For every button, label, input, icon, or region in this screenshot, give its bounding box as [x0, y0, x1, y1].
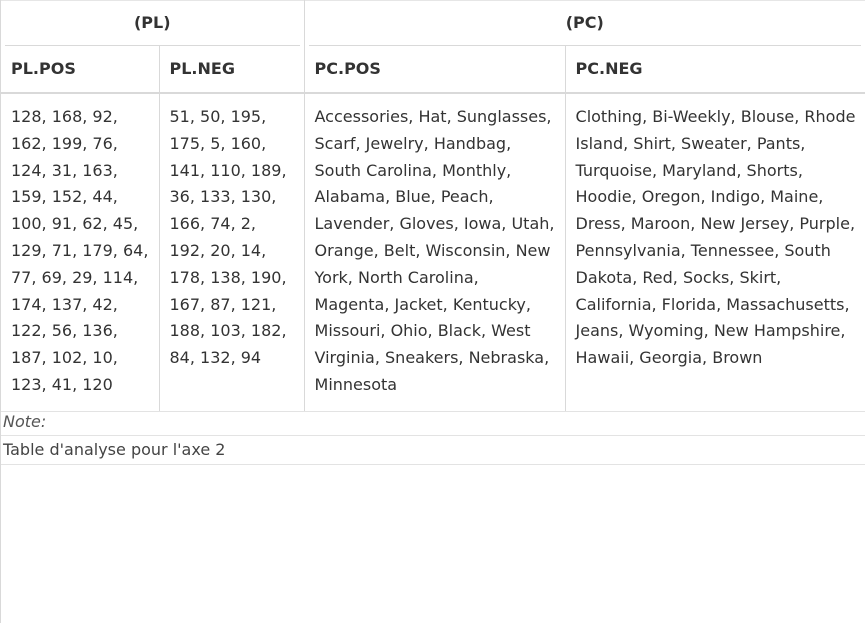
- table-row: 128, 168, 92, 162, 199, 76, 124, 31, 163…: [1, 93, 865, 412]
- group-header-pc: (PC): [303, 0, 865, 46]
- analysis-table: (PL) (PC) PL.POS PL.NEG PC.POS PC.NEG 12…: [1, 0, 865, 412]
- table-caption: Table d'analyse pour l'axe 2: [1, 436, 865, 465]
- top-border-left: [1, 0, 304, 1]
- table-note-label: Note:: [1, 408, 865, 436]
- group-header-pc-label: (PC): [565, 13, 604, 32]
- column-header-pc-pos: PC.POS: [303, 46, 566, 94]
- group-header-pl-underline: [5, 45, 300, 46]
- cell-pl-neg: 51, 50, 195, 175, 5, 160, 141, 110, 189,…: [158, 93, 305, 412]
- group-header-pc-underline: [308, 45, 862, 46]
- column-header-pl-neg: PL.NEG: [158, 46, 305, 94]
- cell-pl-pos: 128, 168, 92, 162, 199, 76, 124, 31, 163…: [1, 93, 159, 412]
- group-header-pl-label: (PL): [133, 13, 171, 32]
- cell-pc-neg: Clothing, Bi-Weekly, Blouse, Rhode Islan…: [564, 93, 865, 412]
- group-header-pl: (PL): [1, 0, 304, 46]
- column-header-pl-pos: PL.POS: [1, 46, 159, 94]
- cell-pc-pos: Accessories, Hat, Sunglasses, Scarf, Jew…: [303, 93, 566, 412]
- column-header-pc-neg: PC.NEG: [564, 46, 865, 94]
